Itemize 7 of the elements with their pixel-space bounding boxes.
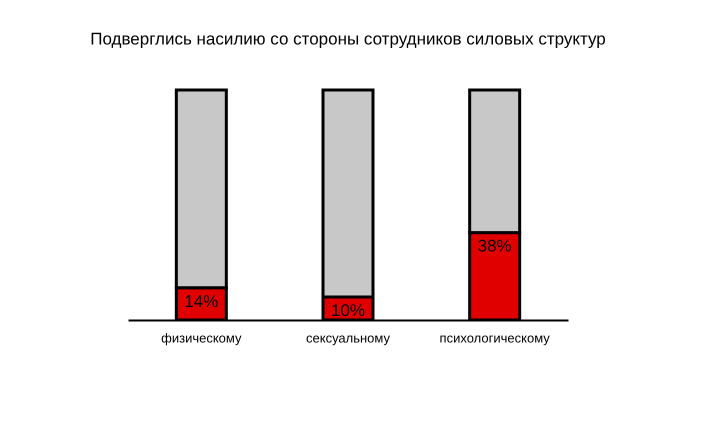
data-label: 38% — [478, 236, 512, 256]
x-tick-label: сексуальному — [306, 330, 390, 346]
data-label: 14% — [184, 292, 218, 311]
x-tick-label: психологическому — [440, 330, 550, 346]
data-label: 10% — [330, 301, 366, 320]
x-tick-label: физическому — [161, 330, 242, 346]
chart-title: Подверглись насилию со стороны сотрудников силовых структур — [90, 30, 606, 48]
